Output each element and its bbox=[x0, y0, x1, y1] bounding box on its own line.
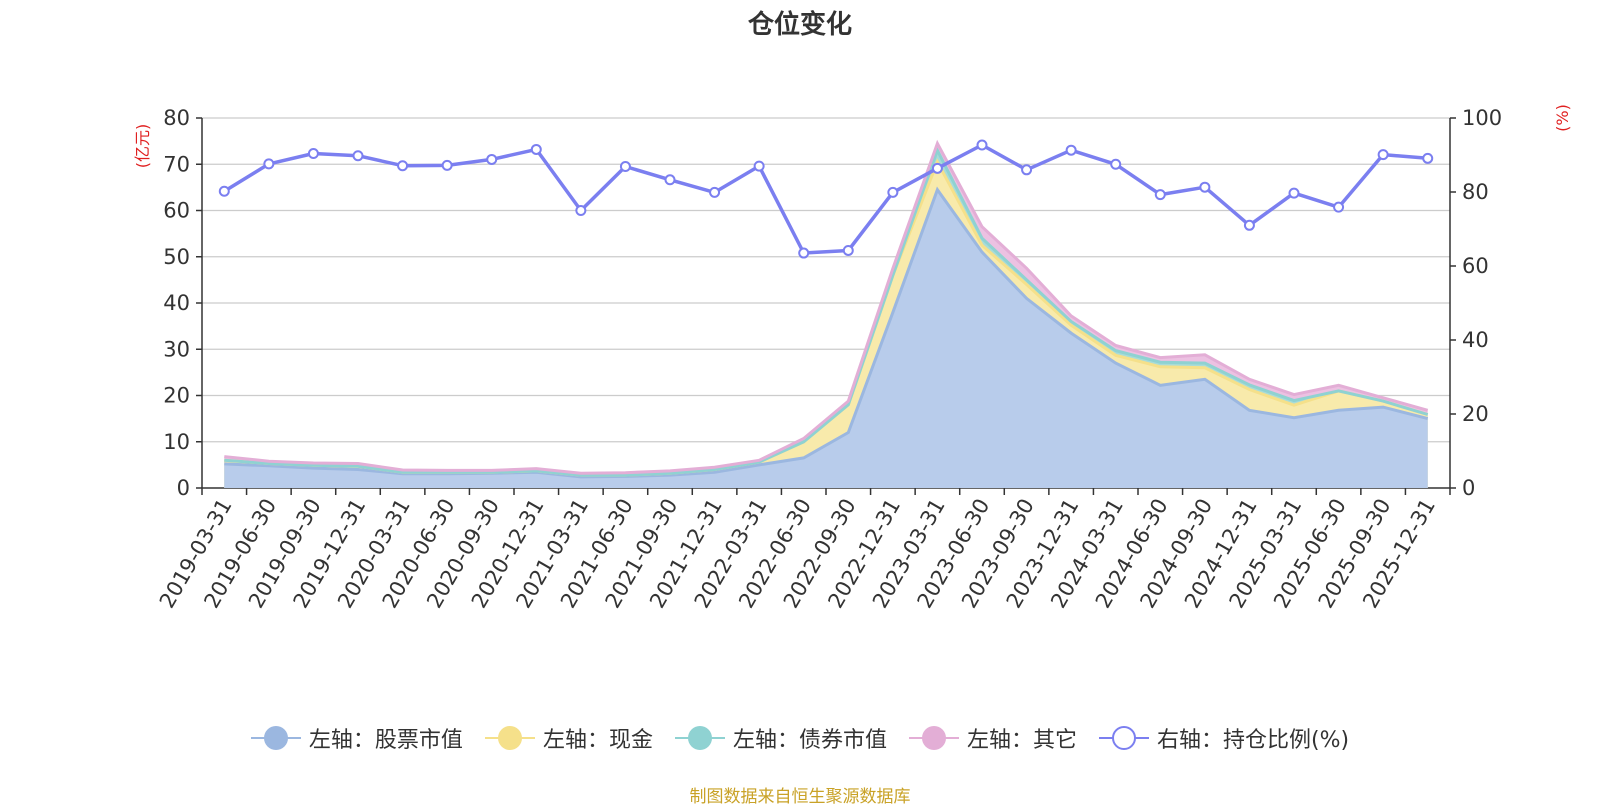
right-tick-label: 20 bbox=[1462, 402, 1489, 426]
legend-swatch-icon bbox=[250, 725, 301, 751]
legend-item[interactable]: 左轴：债券市值 bbox=[674, 722, 887, 754]
area-line-3 bbox=[224, 139, 1429, 475]
ratio-line bbox=[223, 143, 1428, 255]
chart-legend: 左轴：股票市值 左轴：现金 左轴：债券市值 左轴：其它 右轴：持仓比例(%) bbox=[0, 722, 1600, 754]
legend-item[interactable]: 左轴：现金 bbox=[484, 722, 653, 754]
ratio-point bbox=[1377, 149, 1389, 161]
left-tick-label: 10 bbox=[163, 430, 190, 454]
right-axis-unit: (%) bbox=[1553, 104, 1572, 132]
ratio-point bbox=[1021, 164, 1033, 176]
left-tick-label: 40 bbox=[163, 291, 190, 315]
ratio-point bbox=[530, 143, 542, 155]
ratio-point bbox=[753, 160, 765, 172]
left-tick-label: 60 bbox=[163, 199, 190, 223]
ratio-point bbox=[931, 162, 943, 174]
left-tick-label: 80 bbox=[163, 106, 190, 130]
ratio-point bbox=[1243, 219, 1255, 231]
ratio-point bbox=[1422, 152, 1434, 164]
ratio-point bbox=[709, 186, 721, 198]
ratio-point bbox=[1154, 189, 1166, 201]
right-tick-label: 60 bbox=[1462, 254, 1489, 278]
legend-swatch-icon bbox=[1098, 725, 1149, 751]
source-note: 制图数据来自恒生聚源数据库 bbox=[689, 787, 911, 807]
ratio-point bbox=[1110, 158, 1122, 170]
left-tick-label: 50 bbox=[163, 245, 190, 269]
ratio-point bbox=[887, 186, 899, 198]
left-axis-unit: (亿元) bbox=[133, 124, 152, 169]
ratio-point bbox=[218, 185, 230, 197]
ratio-point bbox=[575, 205, 587, 216]
ratio-point bbox=[352, 150, 364, 162]
right-tick-label: 0 bbox=[1462, 476, 1475, 500]
ratio-point bbox=[263, 158, 275, 170]
legend-item[interactable]: 左轴：股票市值 bbox=[250, 722, 463, 754]
ratio-point bbox=[486, 153, 498, 165]
ratio-point bbox=[842, 244, 854, 256]
legend-swatch-icon bbox=[484, 725, 535, 751]
legend-label: 左轴：股票市值 bbox=[308, 728, 463, 753]
legend-item[interactable]: 右轴：持仓比例(%) bbox=[1098, 722, 1350, 754]
legend-label: 左轴：其它 bbox=[966, 728, 1077, 753]
area-0 bbox=[224, 189, 1428, 488]
ratio-point bbox=[1333, 201, 1345, 213]
legend-item[interactable]: 左轴：其它 bbox=[908, 722, 1077, 754]
ratio-point bbox=[798, 247, 810, 259]
legend-label: 右轴：持仓比例(%) bbox=[1156, 728, 1350, 753]
right-tick-label: 80 bbox=[1462, 180, 1489, 204]
ratio-point bbox=[1288, 187, 1300, 199]
left-tick-label: 0 bbox=[177, 476, 190, 500]
legend-swatch-icon bbox=[908, 725, 959, 751]
ratio-point bbox=[397, 160, 409, 172]
ratio-point bbox=[976, 139, 988, 151]
left-tick-label: 70 bbox=[163, 152, 190, 176]
left-tick-label: 30 bbox=[163, 337, 190, 361]
area-line-2 bbox=[224, 146, 1429, 477]
legend-label: 左轴：债券市值 bbox=[732, 728, 887, 753]
ratio-point bbox=[1199, 181, 1211, 193]
legend-swatch-icon bbox=[674, 725, 725, 751]
chart-title: 仓位变化 bbox=[747, 10, 852, 40]
ratio-point bbox=[307, 148, 319, 160]
ratio-point bbox=[664, 174, 676, 186]
ratio-point bbox=[441, 159, 453, 171]
ratio-point bbox=[1065, 144, 1077, 156]
ratio-point bbox=[619, 160, 631, 172]
right-tick-label: 40 bbox=[1462, 328, 1489, 352]
left-tick-label: 20 bbox=[163, 384, 190, 408]
legend-label: 左轴：现金 bbox=[542, 728, 653, 753]
right-tick-label: 100 bbox=[1462, 106, 1502, 130]
